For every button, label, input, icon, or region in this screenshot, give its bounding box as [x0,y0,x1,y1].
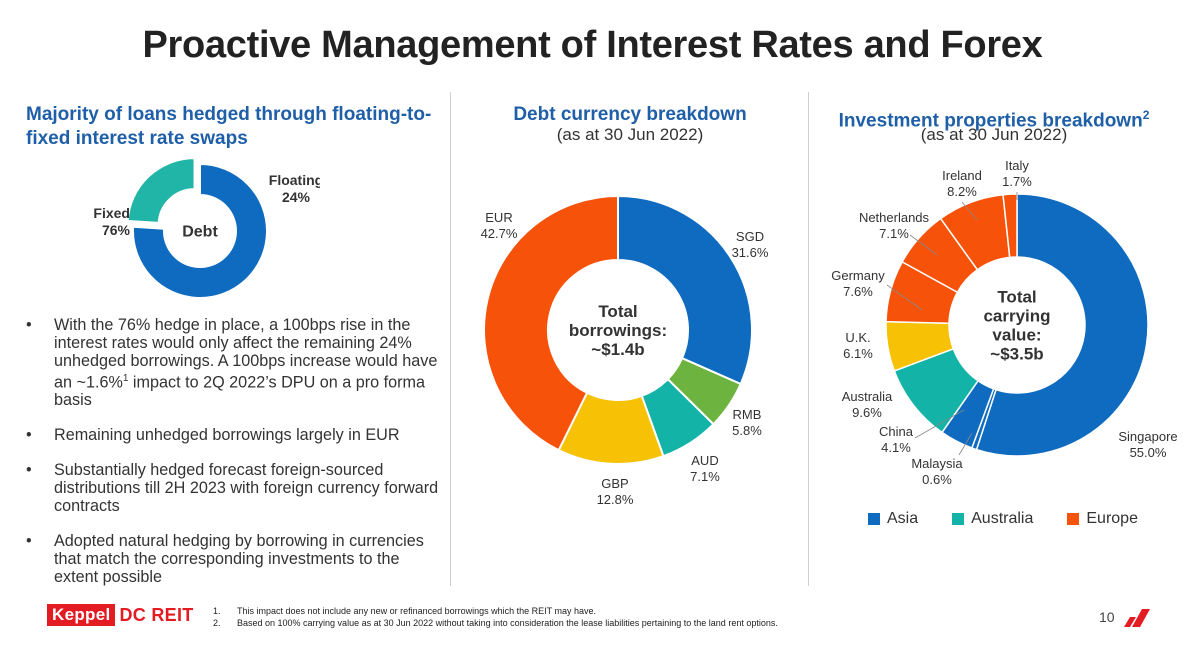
slice-value-malaysia: 0.6% [922,472,952,487]
center-label: Total [598,302,637,321]
center-label: carrying [983,306,1050,325]
bullet-list: • With the 76% hedge in place, a 100bps r… [24,316,444,603]
leader-line-netherlands [909,234,938,256]
center-label: Total [997,287,1036,306]
logo-dc-reit: DC REIT [119,604,194,625]
slice-label-fixed: Fixed [93,205,130,221]
middle-subheading: (as at 30 Jun 2022) [556,125,704,144]
slice-value-eur: 42.7% [481,226,518,241]
slice-label-italy: Italy [1005,158,1029,173]
bullet-marker: • [26,426,32,445]
middle-heading: Debt currency breakdown [513,104,747,125]
slice-value-netherlands: 7.1% [879,226,909,241]
center-label: value: [992,325,1041,344]
page-title: Proactive Management of Interest Rates a… [142,24,1043,66]
leader-line-malaysia [958,432,973,456]
legend-item-europe: Europe [1067,510,1138,528]
slice-value-fixed: 76% [102,222,131,238]
slice-value-singapore: 55.0% [1130,445,1167,460]
bullet-marker: • [26,532,32,551]
slice-label-malaysia: Malaysia [911,456,963,471]
slice-label-ireland: Ireland [942,168,982,183]
slice-value-aud: 7.1% [690,469,720,484]
slice-value-u-k: 6.1% [843,346,873,361]
footnotes: 1. This impact does not include any new o… [213,605,778,629]
brand-slash-icon [1124,609,1150,627]
slice-label-u-k: U.K. [845,330,870,345]
bullet-marker: • [26,461,32,480]
slice-fixed [132,162,268,299]
slice-value-floating: 24% [282,189,311,205]
slice-value-ireland: 8.2% [947,184,977,199]
right-heading-footnote: 2 [1142,108,1150,122]
column-divider-2 [808,92,809,586]
right-subheading: (as at 30 Jun 2022) [920,125,1068,144]
legend-item-australia: Australia [952,510,1033,528]
column-divider-1 [450,92,451,586]
slice-value-italy: 1.7% [1002,174,1032,189]
slice-singapore [975,193,1149,457]
slice-label-eur: EUR [485,210,512,225]
slice-sgd [617,194,753,386]
chart-legend: Asia Australia Europe [868,510,1138,528]
slice-label-singapore: Singapore [1118,429,1177,444]
slice-label-sgd: SGD [736,229,764,244]
slice-label-aud: AUD [691,453,718,468]
slice-label-rmb: RMB [733,407,762,422]
logo-keppel: Keppel [47,604,116,626]
bullet-marker: • [26,316,32,334]
legend-swatch [1067,513,1080,525]
slice-label-germany: Germany [831,268,885,283]
right-heading: Investment properties breakdown2 [838,108,1150,132]
slice-label-australia: Australia [842,389,893,404]
slice-value-sgd: 31.6% [732,245,769,260]
legend-item-asia: Asia [868,510,918,528]
footnote: 1. This impact does not include any new o… [213,606,597,616]
slice-label-netherlands: Netherlands [859,210,930,225]
leader-line-china [914,409,965,439]
slice-value-germany: 7.6% [843,284,873,299]
slice-label-gbp: GBP [601,476,628,491]
legend-swatch [868,513,880,525]
slice-value-china: 4.1% [881,440,911,455]
company-logo: Keppel DC REIT [47,604,194,626]
left-heading-line1: Majority of loans hedged through floatin… [26,104,432,125]
slice-value-australia: 9.6% [852,405,882,420]
bullet-item: • Remaining unhedged borrowings largely i… [26,426,400,445]
slice-value-gbp: 12.8% [597,492,634,507]
slice-eur [483,194,619,452]
slice-value-rmb: 5.8% [732,423,762,438]
left-heading: Majority of loans hedged through floatin… [26,103,431,151]
leader-line-ireland [961,201,978,221]
left-heading-line2: fixed interest rate swaps [26,128,248,149]
center-label: ~$1.4b [591,340,644,359]
slice-label-floating: Floating [269,172,320,188]
leader-line-germany [886,284,923,311]
bullet-item: • Adopted natural hedging by borrowing in… [26,532,424,587]
legend-swatch [952,513,965,525]
slice-italy [1002,193,1018,259]
bullet-item: • Substantially hedged forecast foreign-s… [26,461,439,516]
center-label: Debt [182,224,218,241]
center-label: borrowings: [569,321,667,340]
bullet-item: • With the 76% hedge in place, a 100bps r… [26,316,438,410]
page-number: 10 [1099,609,1115,625]
slice-floating [126,157,196,224]
footnote: 2. Based on 100% carrying value as at 30 … [213,618,778,628]
slice-label-china: China [879,424,914,439]
center-label: ~$3.5b [990,344,1043,363]
